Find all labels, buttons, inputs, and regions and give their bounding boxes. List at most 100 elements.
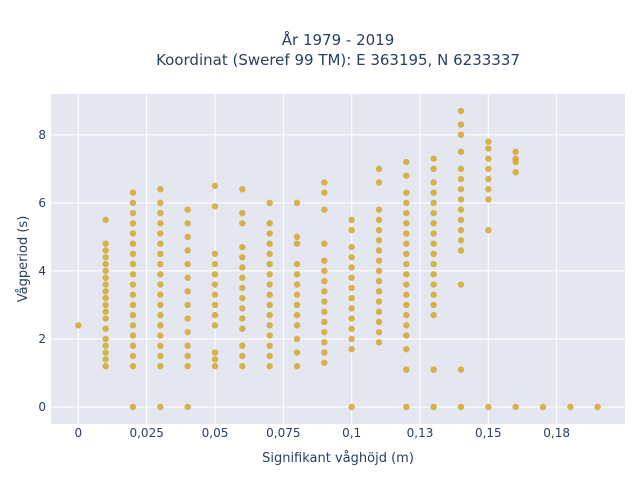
data-point (239, 274, 246, 281)
data-point (102, 281, 109, 288)
data-point (403, 199, 410, 207)
data-point (293, 335, 301, 343)
data-point (157, 250, 164, 258)
data-point (157, 403, 164, 411)
data-point (157, 362, 164, 370)
data-point (102, 356, 109, 363)
data-point (239, 209, 246, 217)
data-point (102, 294, 109, 302)
data-point (266, 311, 273, 319)
data-point (102, 267, 109, 275)
data-point (403, 260, 410, 268)
data-point (129, 352, 137, 360)
data-points (75, 107, 601, 411)
data-point (129, 240, 137, 247)
data-point (375, 339, 383, 346)
data-point (321, 318, 328, 326)
data-point (129, 199, 137, 207)
data-point (430, 179, 437, 186)
data-point (457, 121, 465, 128)
x-tick-label: 0,1 (342, 426, 361, 440)
data-point (348, 315, 355, 322)
data-point (430, 291, 437, 298)
data-point (485, 403, 492, 411)
data-point (430, 311, 437, 319)
data-point (266, 301, 273, 309)
data-point (293, 240, 301, 247)
data-point (375, 237, 383, 244)
data-point (430, 199, 437, 207)
data-point (184, 260, 191, 268)
data-point (157, 342, 164, 349)
data-point (266, 230, 273, 237)
data-point (321, 277, 328, 285)
data-point (457, 131, 465, 139)
data-point (457, 281, 465, 288)
data-point (129, 362, 137, 370)
data-point (348, 226, 355, 234)
data-point (293, 271, 301, 278)
data-point (485, 175, 492, 183)
x-tick-label: 0,15 (475, 426, 502, 440)
data-point (457, 175, 465, 183)
data-point (266, 342, 273, 349)
x-tick-label: 0,025 (129, 426, 163, 440)
data-point (129, 230, 137, 237)
data-point (266, 260, 273, 268)
data-point (266, 291, 273, 298)
data-point (102, 260, 109, 268)
data-point (211, 250, 219, 258)
data-point (348, 335, 355, 343)
y-tick-label: 6 (38, 196, 46, 210)
data-point (348, 294, 355, 302)
data-point (239, 352, 246, 360)
data-point (129, 342, 137, 349)
data-point (239, 186, 246, 193)
data-point (184, 342, 191, 349)
data-point (184, 274, 191, 281)
data-point (457, 186, 465, 193)
data-point (403, 301, 410, 309)
data-point (485, 138, 492, 145)
data-point (211, 281, 219, 288)
data-point (184, 328, 191, 336)
y-tick-labels: 0 2 4 6 8 (38, 128, 46, 414)
data-point (430, 301, 437, 309)
data-point (321, 359, 328, 366)
data-point (157, 322, 164, 329)
data-point (375, 328, 383, 336)
data-point (457, 206, 465, 213)
data-point (239, 294, 246, 302)
data-point (266, 322, 273, 329)
y-tick-label: 4 (38, 264, 46, 278)
data-point (457, 237, 465, 244)
data-point (211, 203, 219, 210)
data-point (184, 233, 191, 241)
x-tick-label: 0,13 (407, 426, 434, 440)
data-point (102, 308, 109, 315)
data-point (485, 145, 492, 152)
data-point (403, 158, 410, 166)
x-tick-labels: 0 0,025 0,05 0,075 0,1 0,13 0,15 0,18 (75, 426, 571, 440)
data-point (512, 403, 519, 411)
data-point (403, 172, 410, 179)
data-point (157, 240, 164, 247)
data-point (375, 206, 383, 213)
data-point (375, 247, 383, 254)
data-point (485, 186, 492, 193)
data-point (321, 298, 328, 305)
data-point (430, 366, 437, 373)
data-point (430, 220, 437, 227)
data-point (102, 301, 109, 309)
data-point (102, 349, 109, 356)
data-point (266, 271, 273, 278)
data-point (211, 356, 219, 363)
data-point (293, 349, 301, 356)
data-point (266, 362, 273, 370)
data-point (457, 216, 465, 224)
data-point (321, 267, 328, 275)
data-point (348, 274, 355, 281)
data-point (184, 352, 191, 360)
data-point (211, 311, 219, 319)
data-point (321, 339, 328, 346)
